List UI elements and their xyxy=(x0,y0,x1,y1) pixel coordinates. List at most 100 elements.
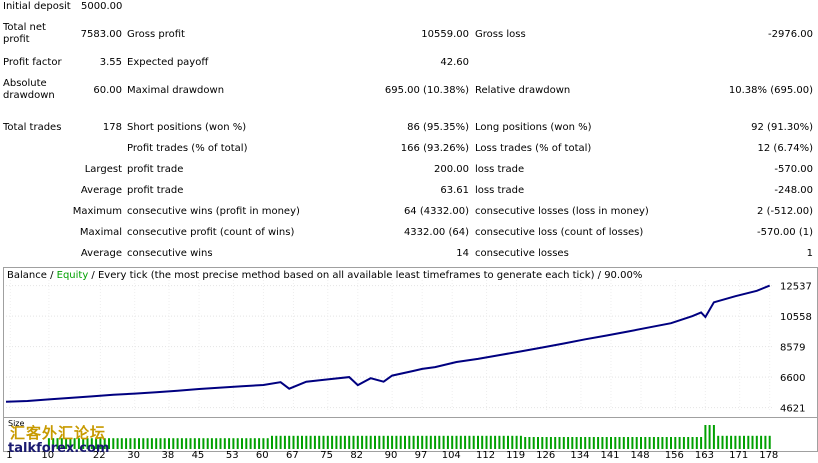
size-bar xyxy=(258,438,261,449)
absolute-drawdown-label: Absolute drawdown xyxy=(3,78,55,101)
size-bar xyxy=(477,435,479,449)
size-bar xyxy=(112,438,115,449)
size-bar xyxy=(485,435,488,449)
size-bar xyxy=(579,437,582,449)
equity-legend: Equity xyxy=(56,270,89,281)
size-bar xyxy=(271,435,273,449)
gross-loss-label: Gross loss xyxy=(475,29,526,40)
size-bar xyxy=(592,437,595,449)
y-tick-label: 4621 xyxy=(780,404,805,415)
size-bar xyxy=(223,438,226,449)
size-bar xyxy=(665,437,668,449)
size-bar xyxy=(537,437,539,449)
x-tick-label: 30 xyxy=(127,450,140,461)
size-bar xyxy=(682,437,685,449)
size-bar xyxy=(567,437,570,449)
average-consec-wins-label: consecutive wins xyxy=(127,248,213,259)
largest-loss-label: loss trade xyxy=(475,164,525,175)
size-bar xyxy=(472,435,475,449)
gross-profit-value: 10559.00 xyxy=(421,29,469,40)
size-bar xyxy=(412,435,415,449)
size-bar xyxy=(571,437,574,449)
x-tick-label: 45 xyxy=(191,450,205,461)
size-bar xyxy=(554,437,557,449)
y-tick-label: 6600 xyxy=(780,373,805,384)
y-tick-label: 12537 xyxy=(780,282,812,293)
x-tick-label: 141 xyxy=(600,450,620,461)
size-bar xyxy=(382,435,385,449)
size-bar xyxy=(743,435,745,449)
size-bar xyxy=(464,435,467,449)
gross-loss-value: -2976.00 xyxy=(768,29,813,40)
x-tick-label: 171 xyxy=(729,450,749,461)
size-bar xyxy=(309,435,312,449)
maximum-losses-label: consecutive losses (loss in money) xyxy=(475,206,649,217)
size-bar xyxy=(451,435,454,449)
size-bar xyxy=(206,438,209,449)
size-bar xyxy=(73,438,76,449)
size-bar xyxy=(288,435,291,449)
size-bar xyxy=(408,435,411,449)
size-bar xyxy=(511,435,514,449)
size-bar xyxy=(712,425,715,449)
maximal-drawdown-label: Maximal drawdown xyxy=(127,85,225,96)
y-tick-label: 8579 xyxy=(780,343,805,354)
size-bar xyxy=(652,437,655,449)
size-bar xyxy=(601,437,604,449)
size-bar xyxy=(751,435,754,449)
absolute-drawdown-value: 60.00 xyxy=(93,85,122,96)
size-bar xyxy=(691,437,694,449)
size-bar xyxy=(507,435,509,449)
total-net-profit-label: Total net profit xyxy=(3,22,46,45)
maximum-wins-value: 64 (4332.00) xyxy=(403,206,469,217)
size-bar xyxy=(627,437,630,449)
expected-payoff-value: 42.60 xyxy=(440,57,469,68)
size-bar xyxy=(129,438,132,449)
maximal-loss-label: consecutive loss (count of losses) xyxy=(475,227,644,238)
size-bar xyxy=(322,435,325,449)
size-bar xyxy=(103,438,106,449)
x-tick-label: 82 xyxy=(350,450,364,461)
size-bar xyxy=(386,435,389,449)
size-bar xyxy=(678,437,681,449)
x-tick-label: 134 xyxy=(570,450,590,461)
x-tick-label: 90 xyxy=(384,450,398,461)
size-bar xyxy=(339,435,342,449)
y-tick-label: 10558 xyxy=(780,312,812,323)
size-bar xyxy=(378,435,381,449)
size-bar xyxy=(468,435,471,449)
size-bar xyxy=(446,435,449,449)
chart-description: / Every tick (the most precise method ba… xyxy=(88,270,643,281)
size-bar xyxy=(584,437,587,449)
size-bar xyxy=(734,435,737,449)
maximum-label: Maximum xyxy=(72,206,122,217)
size-bar xyxy=(120,438,123,449)
size-bar xyxy=(275,435,278,449)
total-trades-label: Total trades xyxy=(3,122,62,133)
short-positions-value: 86 (95.35%) xyxy=(407,122,469,133)
long-positions-label: Long positions (won %) xyxy=(475,122,592,133)
size-bar xyxy=(730,435,733,449)
size-bar xyxy=(198,438,201,449)
size-bar xyxy=(575,437,578,449)
watermark-logo: 汇客外汇论坛 talkforex.com xyxy=(8,421,128,459)
size-bar xyxy=(764,435,767,449)
size-bar xyxy=(738,435,741,449)
size-bar xyxy=(519,435,522,449)
size-bar xyxy=(47,438,50,449)
size-bar xyxy=(69,438,72,449)
loss-trades-label: Loss trades (% of total) xyxy=(475,143,592,154)
size-bar xyxy=(434,435,437,449)
x-tick-label: 178 xyxy=(759,450,779,461)
size-bar xyxy=(335,435,338,449)
profit-factor-value: 3.55 xyxy=(99,57,122,68)
size-bar xyxy=(674,437,677,449)
initial-deposit-label: Initial deposit xyxy=(3,1,71,12)
total-trades-value: 178 xyxy=(102,122,122,133)
largest-label: Largest xyxy=(84,164,122,175)
size-bar xyxy=(133,438,136,449)
size-bar xyxy=(185,438,188,449)
size-bar xyxy=(515,435,518,449)
gross-profit-label: Gross profit xyxy=(127,29,185,40)
size-bar xyxy=(644,437,647,449)
